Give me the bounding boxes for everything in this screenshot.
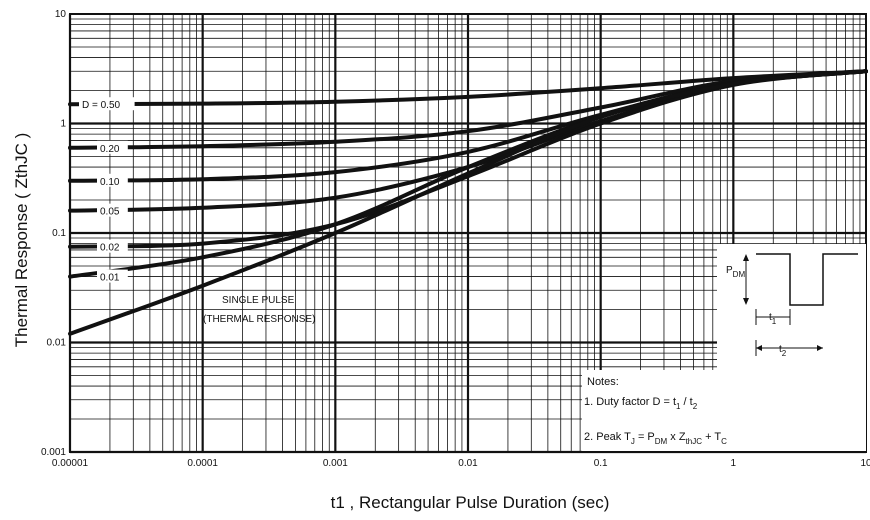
curve-7 [68, 69, 868, 336]
x-tick-label: 0.001 [323, 458, 348, 469]
pdm-label: PDM [726, 265, 745, 279]
y-tick-label: 0.01 [47, 338, 67, 349]
x-axis-title: t1 , Rectangular Pulse Duration (sec) [331, 493, 610, 512]
curves [68, 69, 868, 336]
single-pulse-label-line2: (THERMAL RESPONSE) [203, 314, 315, 325]
y-tick-label: 1 [60, 119, 66, 130]
curve-label: 0.10 [100, 177, 120, 188]
curve-label-bg [97, 140, 128, 154]
x-tick-label: 1 [731, 458, 737, 469]
x-tick-label: 0.01 [458, 458, 478, 469]
y-tick-label: 0.001 [41, 447, 66, 458]
notes-box: Notes: 1. Duty factor D = t1 / t2 2. Pea… [582, 370, 866, 451]
curve-1 [68, 69, 868, 107]
curve-label: D = 0.50 [82, 100, 121, 111]
curve-label: 0.01 [100, 273, 120, 284]
x-tick-label: 0.0001 [187, 458, 218, 469]
curve-label: 0.20 [100, 144, 120, 155]
pulse-inset: PDM t1 t2 [717, 244, 866, 370]
x-tick-label: 0.1 [594, 458, 608, 469]
curve-label-bg [97, 173, 128, 187]
curve-labels: D = 0.50 0.20 0.10 0.05 0.02 0.01 [79, 97, 135, 284]
notes-duty-factor: 1. Duty factor D = t1 / t2 [584, 396, 698, 411]
plot-frame [69, 13, 867, 453]
curve-label-bg [97, 239, 128, 253]
t2-label: t2 [779, 344, 787, 358]
curve-label: 0.02 [100, 243, 120, 254]
y-tick-label: 10 [55, 9, 67, 20]
single-pulse-label-line1: SINGLE PULSE [222, 295, 295, 306]
tick-labels: 0.00001 0.0001 0.001 0.01 0.1 1 10 0.001 0.01 0.1… [41, 9, 870, 469]
y-tick-label: 0.1 [52, 228, 66, 239]
curve-label-bg [79, 97, 135, 111]
inset-background [717, 244, 866, 370]
t1-label: t1 [769, 312, 777, 326]
notes-background [582, 370, 866, 451]
curve-label: 0.05 [100, 207, 120, 218]
notes-peak-tj: 2. Peak TJ = PDM x ZthJC + TC [584, 431, 727, 446]
pulse-waveform [756, 253, 858, 306]
x-tick-label: 0.00001 [52, 458, 89, 469]
curve-label-bg [97, 203, 128, 217]
y-axis-title: Thermal Response ( ZthJC ) [12, 133, 31, 347]
notes-heading: Notes: [587, 376, 619, 388]
curve-label-bg [97, 269, 128, 283]
x-tick-label: 10 [860, 458, 870, 469]
